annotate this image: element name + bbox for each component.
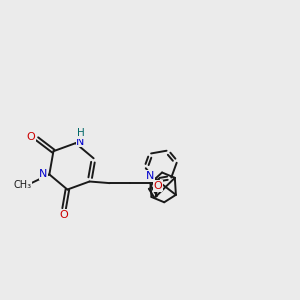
Text: H: H <box>76 128 84 138</box>
Text: N: N <box>39 169 48 179</box>
Text: O: O <box>153 181 162 190</box>
Text: N: N <box>76 136 85 146</box>
Text: CH₃: CH₃ <box>13 180 31 190</box>
Text: O: O <box>27 132 36 142</box>
Text: N: N <box>153 181 162 191</box>
Text: O: O <box>60 210 68 220</box>
Text: N: N <box>146 171 154 181</box>
